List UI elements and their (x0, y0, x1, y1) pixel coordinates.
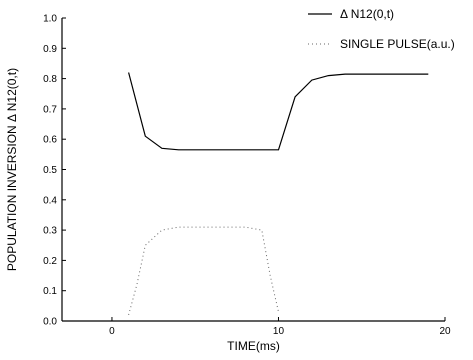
x-axis-title: TIME(ms) (227, 339, 280, 353)
legend-label-single-pulse: SINGLE PULSE(a.u.) (340, 37, 455, 51)
y-tick-label: 0.9 (43, 44, 57, 55)
y-tick-label: 0.0 (43, 317, 57, 328)
y-tick-label: 0.2 (43, 256, 57, 267)
x-tick-label: 0 (109, 326, 115, 337)
y-tick-label: 0.3 (43, 226, 57, 237)
series-layer (128, 72, 429, 316)
axes (61, 18, 445, 322)
y-tick-label: 0.5 (43, 165, 57, 176)
legend: Δ N12(0,t) SINGLE PULSE(a.u.) (308, 7, 455, 51)
x-tick-label: 10 (273, 326, 285, 337)
y-axis-title: POPULATION INVERSION Δ N12(0,t) (5, 68, 19, 271)
ticks: 0.0 0.1 0.2 0.3 0.4 0.5 0.6 0.7 0.8 0.9 1.0 0 10 20 (43, 14, 451, 338)
legend-label-delta-n12: Δ N12(0,t) (340, 7, 394, 21)
series-line-delta-n12 (128, 72, 429, 151)
x-tick-label: 20 (439, 326, 451, 337)
y-tick-label: 0.4 (43, 195, 57, 206)
y-tick-label: 1.0 (43, 14, 57, 25)
series-line-single-pulse (128, 226, 279, 316)
y-tick-label: 0.1 (43, 286, 57, 297)
y-tick-label: 0.8 (43, 74, 57, 85)
y-tick-label: 0.6 (43, 135, 57, 146)
y-tick-label: 0.7 (43, 104, 57, 115)
